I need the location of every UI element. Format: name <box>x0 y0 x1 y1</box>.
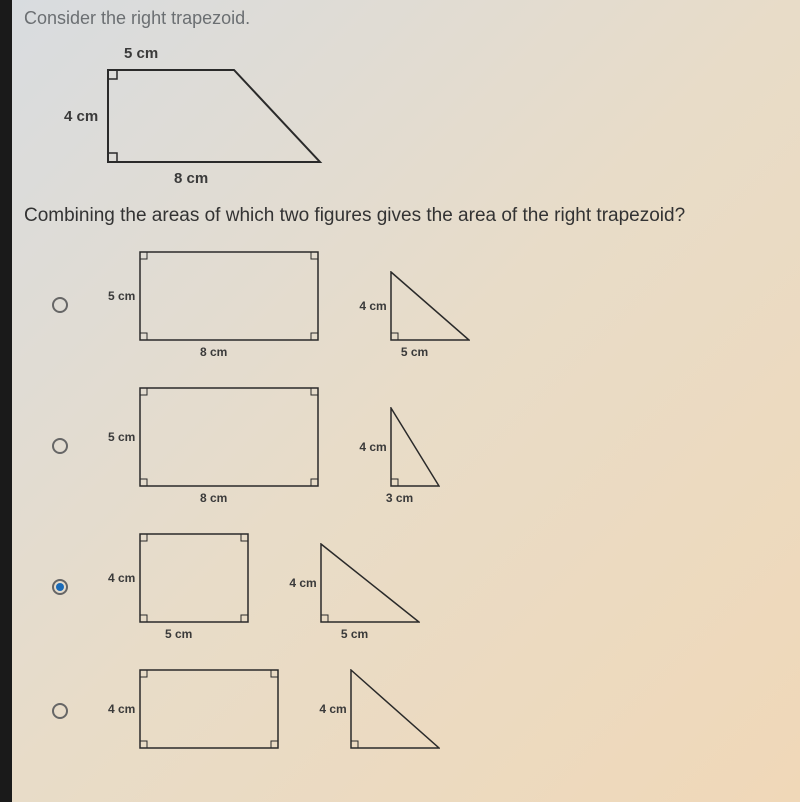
trapezoid-svg <box>104 66 324 166</box>
trapezoid-left-label: 4 cm <box>64 108 98 125</box>
option-row[interactable]: 5 cm 8 cm 4 cm 5 cm <box>52 251 776 359</box>
rectangle-figure: 5 cm 8 cm <box>108 251 319 359</box>
shape-pair: 5 cm 8 cm 4 cm 3 cm <box>108 387 440 505</box>
prompt-main: Combining the areas of which two figures… <box>24 205 776 227</box>
tri-side-label: 4 cm <box>359 299 386 313</box>
rect-side-label: 4 cm <box>108 702 135 716</box>
rectangle-figure: 4 cm 5 cm <box>108 533 249 641</box>
triangle-figure: 4 cm <box>319 669 439 753</box>
tri-side-label: 4 cm <box>319 702 346 716</box>
option-row[interactable]: 5 cm 8 cm 4 cm 3 cm <box>52 387 776 505</box>
triangle-figure: 4 cm 3 cm <box>359 407 439 505</box>
tri-bottom-label: 5 cm <box>341 627 368 641</box>
prompt-top: Consider the right trapezoid. <box>24 8 776 29</box>
triangle-figure: 4 cm 5 cm <box>289 543 419 641</box>
tri-bottom-label: 5 cm <box>401 345 428 359</box>
rect-bottom-label: 8 cm <box>200 345 227 359</box>
shape-pair: 5 cm 8 cm 4 cm 5 cm <box>108 251 470 359</box>
radio-button[interactable] <box>52 438 68 454</box>
tri-bottom-label: 3 cm <box>386 491 413 505</box>
trapezoid-bottom-label: 8 cm <box>174 170 776 187</box>
rectangle-figure: 5 cm 8 cm <box>108 387 319 505</box>
rect-side-label: 5 cm <box>108 289 135 303</box>
shape-pair: 4 cm 5 cm 4 cm 5 cm <box>108 533 420 641</box>
trapezoid-figure: 5 cm 4 cm 8 cm <box>64 45 776 187</box>
option-row[interactable]: 4 cm 5 cm 4 cm 5 cm <box>52 533 776 641</box>
triangle-figure: 4 cm 5 cm <box>359 271 469 359</box>
radio-button[interactable] <box>52 579 68 595</box>
rect-bottom-label: 5 cm <box>165 627 192 641</box>
rect-bottom-label: 8 cm <box>200 491 227 505</box>
option-row[interactable]: 4 cm 4 cm <box>52 669 776 753</box>
rectangle-figure: 4 cm <box>108 669 279 753</box>
radio-button[interactable] <box>52 703 68 719</box>
trapezoid-top-label: 5 cm <box>124 45 776 62</box>
tri-side-label: 4 cm <box>289 576 316 590</box>
radio-button[interactable] <box>52 297 68 313</box>
shape-pair: 4 cm 4 cm <box>108 669 440 753</box>
options-list: 5 cm 8 cm 4 cm 5 cm 5 cm 8 cm 4 cm <box>24 251 776 753</box>
rect-side-label: 5 cm <box>108 430 135 444</box>
rect-side-label: 4 cm <box>108 571 135 585</box>
tri-side-label: 4 cm <box>359 440 386 454</box>
